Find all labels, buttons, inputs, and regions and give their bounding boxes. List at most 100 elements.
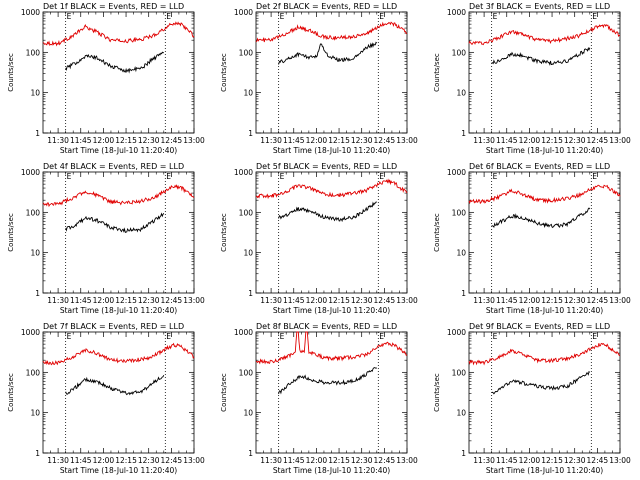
y-tick-label: 1000 xyxy=(234,8,253,17)
event-marker-label: E xyxy=(379,12,384,21)
x-tick-label: 13:00 xyxy=(609,136,631,145)
x-tick-label: 12:15 xyxy=(541,456,563,465)
event-marker-label: E xyxy=(166,12,171,21)
panel-6: Det 6f BLACK = Events, RED = LLD Counts/s… xyxy=(433,162,631,315)
y-tick-label: 1 xyxy=(461,449,466,458)
panel-title: Det 2f BLACK = Events, RED = LLD xyxy=(256,2,397,11)
x-tick-label: 13:00 xyxy=(396,456,418,465)
event-marker-label: E xyxy=(493,172,498,181)
x-tick-label: 12:00 xyxy=(93,296,115,305)
x-tick-label: 12:30 xyxy=(564,456,586,465)
events-series-line xyxy=(278,367,378,395)
x-tick-label: 12:00 xyxy=(519,456,541,465)
x-tick-label: 12:30 xyxy=(351,456,373,465)
x-axis-label: Start Time (18-Jul-10 11:20:40) xyxy=(486,146,603,155)
x-axis-label: Start Time (18-Jul-10 11:20:40) xyxy=(273,306,390,315)
event-marker-label: E xyxy=(280,172,285,181)
y-tick-label: 1000 xyxy=(234,328,253,337)
event-marker-label: E xyxy=(493,12,498,21)
y-axis-label: Counts/sec xyxy=(220,373,228,412)
y-tick-label: 10 xyxy=(243,89,253,98)
x-tick-label: 11:30 xyxy=(473,136,495,145)
lld-series-line xyxy=(42,184,195,208)
y-tick-label: 1000 xyxy=(21,328,40,337)
lld-series-line xyxy=(255,331,408,365)
panel-title: Det 7f BLACK = Events, RED = LLD xyxy=(43,322,184,331)
panel-4: Det 4f BLACK = Events, RED = LLD Counts/s… xyxy=(7,162,205,315)
x-tick-label: 12:15 xyxy=(541,136,563,145)
y-tick-label: 100 xyxy=(26,208,41,217)
x-tick-label: 13:00 xyxy=(183,456,205,465)
x-tick-label: 11:30 xyxy=(260,136,282,145)
x-tick-label: 12:45 xyxy=(161,456,183,465)
x-axis-label: Start Time (18-Jul-10 11:20:40) xyxy=(486,466,603,475)
y-axis-label: Counts/sec xyxy=(7,373,15,412)
y-tick-label: 10 xyxy=(30,89,40,98)
events-series-line xyxy=(491,207,591,229)
panel-title: Det 5f BLACK = Events, RED = LLD xyxy=(256,162,397,171)
y-axis-label: Counts/sec xyxy=(220,213,228,252)
x-axis-label: Start Time (18-Jul-10 11:20:40) xyxy=(273,146,390,155)
x-tick-label: 12:00 xyxy=(519,136,541,145)
x-tick-label: 12:15 xyxy=(328,136,350,145)
event-marker-label: E xyxy=(67,332,72,341)
y-tick-label: 10 xyxy=(456,409,466,418)
panel-2: Det 2f BLACK = Events, RED = LLD Counts/s… xyxy=(220,2,418,155)
y-tick-label: 1 xyxy=(35,129,40,138)
event-marker-label: E xyxy=(592,332,597,341)
x-axis-label: Start Time (18-Jul-10 11:20:40) xyxy=(60,466,177,475)
x-tick-label: 12:45 xyxy=(374,296,396,305)
events-series-line xyxy=(491,370,591,395)
x-axis-label: Start Time (18-Jul-10 11:20:40) xyxy=(486,306,603,315)
y-tick-label: 10 xyxy=(30,249,40,258)
x-tick-label: 12:45 xyxy=(587,456,609,465)
lld-series-line xyxy=(255,21,408,43)
x-tick-label: 12:30 xyxy=(351,136,373,145)
x-tick-label: 13:00 xyxy=(396,136,418,145)
y-tick-label: 100 xyxy=(452,368,467,377)
y-tick-label: 100 xyxy=(239,368,254,377)
panel-title: Det 4f BLACK = Events, RED = LLD xyxy=(43,162,184,171)
y-tick-label: 1000 xyxy=(21,8,40,17)
event-marker-label: E xyxy=(592,172,597,181)
x-axis-label: Start Time (18-Jul-10 11:20:40) xyxy=(273,466,390,475)
x-tick-label: 12:15 xyxy=(115,136,137,145)
y-tick-label: 100 xyxy=(26,48,41,57)
x-tick-label: 12:45 xyxy=(374,456,396,465)
x-tick-label: 12:45 xyxy=(161,296,183,305)
event-marker-label: E xyxy=(67,172,72,181)
panel-title: Det 1f BLACK = Events, RED = LLD xyxy=(43,2,184,11)
x-tick-label: 12:00 xyxy=(93,456,115,465)
x-tick-label: 12:15 xyxy=(115,296,137,305)
x-tick-label: 12:00 xyxy=(93,136,115,145)
x-tick-label: 12:30 xyxy=(138,456,160,465)
y-tick-label: 10 xyxy=(456,89,466,98)
event-marker-label: E xyxy=(379,332,384,341)
x-tick-label: 12:30 xyxy=(138,136,160,145)
panel-9: Det 9f BLACK = Events, RED = LLD Counts/s… xyxy=(433,322,631,475)
events-series-line xyxy=(278,201,377,223)
lld-series-line xyxy=(42,342,195,366)
y-axis-label: Counts/sec xyxy=(7,213,15,252)
x-axis-label: Start Time (18-Jul-10 11:20:40) xyxy=(60,306,177,315)
x-tick-label: 13:00 xyxy=(183,136,205,145)
y-tick-label: 1 xyxy=(35,289,40,298)
panel-title: Det 3f BLACK = Events, RED = LLD xyxy=(469,2,610,11)
x-tick-label: 11:30 xyxy=(260,296,282,305)
events-series-line xyxy=(65,51,165,74)
y-tick-label: 100 xyxy=(452,208,467,217)
x-tick-label: 12:30 xyxy=(351,296,373,305)
y-tick-label: 100 xyxy=(239,48,254,57)
x-tick-label: 11:45 xyxy=(283,296,305,305)
y-tick-label: 1 xyxy=(248,449,253,458)
panel-3: Det 3f BLACK = Events, RED = LLD Counts/s… xyxy=(433,2,631,155)
event-marker-label: E xyxy=(493,332,498,341)
event-marker-label: E xyxy=(592,12,597,21)
panel-title: Det 8f BLACK = Events, RED = LLD xyxy=(256,322,397,331)
y-tick-label: 1000 xyxy=(447,168,466,177)
y-axis-label: Counts/sec xyxy=(433,373,441,412)
event-marker-label: E xyxy=(166,172,171,181)
x-tick-label: 12:00 xyxy=(306,136,328,145)
y-tick-label: 10 xyxy=(456,249,466,258)
